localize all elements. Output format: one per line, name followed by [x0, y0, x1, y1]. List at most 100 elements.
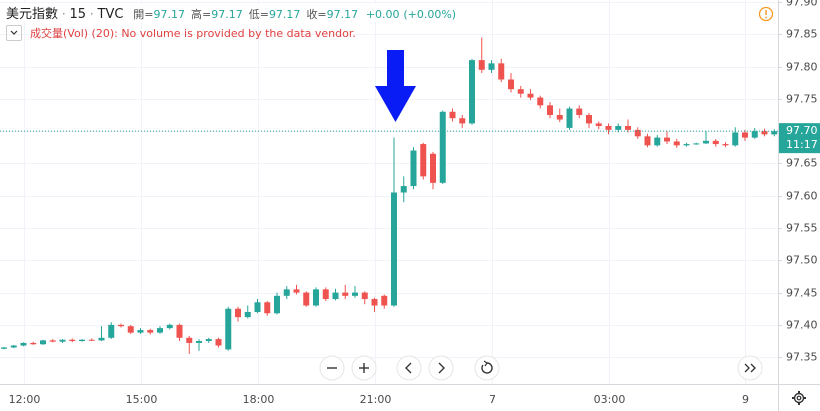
candle-body	[264, 302, 271, 314]
ohlc-label: 低=	[248, 8, 269, 21]
candle-body	[186, 337, 193, 343]
candle-body	[88, 339, 95, 341]
candle-body	[391, 192, 397, 306]
y-tick-label: 97.80	[786, 61, 818, 74]
volume-text: 成交量(Vol) (20): No volume is provided by …	[30, 27, 356, 40]
candle-body	[771, 131, 778, 135]
collapse-button[interactable]	[6, 25, 22, 41]
candles	[1, 37, 778, 354]
candle-body	[400, 186, 407, 193]
candle-body	[322, 289, 329, 300]
candle-body	[722, 144, 729, 146]
candle-body	[693, 143, 700, 145]
candle-body	[430, 153, 436, 183]
candle-body	[40, 340, 46, 345]
volume-legend: 成交量(Vol) (20): No volume is provided by …	[6, 25, 356, 41]
candle-body	[537, 97, 544, 106]
candle-body	[313, 289, 319, 306]
settings-button[interactable]	[792, 391, 806, 405]
candle-body	[586, 115, 592, 124]
ohlc-value: 97.17	[268, 8, 301, 21]
candle-body	[634, 129, 641, 137]
candle-body	[420, 144, 427, 177]
candle-body	[244, 311, 251, 318]
y-tick-label: 97.90	[786, 0, 818, 9]
ohlc-label: 開=	[133, 8, 154, 21]
candle-body	[235, 308, 241, 318]
candle-body	[79, 339, 85, 342]
candle-body	[517, 89, 524, 94]
candle-body	[303, 292, 310, 306]
candle-body	[332, 292, 339, 300]
candle-body	[196, 341, 202, 343]
candle-body	[293, 289, 300, 293]
scroll-right-button[interactable]	[428, 355, 454, 381]
candle-body	[439, 111, 446, 183]
candle-body	[342, 292, 349, 296]
candle-body	[673, 141, 680, 146]
candle-body	[751, 131, 758, 138]
candle-body	[547, 105, 553, 116]
candle-body	[20, 342, 27, 346]
y-tick-label: 97.55	[786, 222, 818, 235]
x-tick-label: 9	[742, 393, 749, 406]
ohlc-value: 97.17	[153, 8, 186, 21]
scroll-left-button[interactable]	[396, 355, 422, 381]
candle-body	[615, 125, 622, 130]
candle-body	[1, 347, 7, 349]
candle-body	[147, 330, 154, 333]
last-price-label: 97.70	[786, 124, 818, 137]
separator: ·	[89, 7, 94, 21]
y-tick-label: 97.50	[786, 254, 818, 267]
zoom-out-button[interactable]	[319, 355, 345, 381]
ohlc-value: 97.17	[211, 8, 243, 21]
x-tick-label: 7	[489, 393, 496, 406]
exchange: TVC	[97, 7, 124, 22]
scroll-to-end-button[interactable]	[737, 355, 763, 381]
warning-icon[interactable]	[758, 6, 774, 22]
candle-body	[703, 140, 709, 144]
symbol: 美元指數	[6, 7, 59, 22]
candle-body	[459, 118, 466, 124]
candle-body	[556, 115, 563, 120]
candle-body	[566, 108, 573, 128]
candle-body	[274, 295, 280, 314]
legend-header: 美元指數 · 15 · TVC 開=97.17 高=97.17 低=97.17 收=9…	[6, 3, 457, 22]
separator: ·	[61, 7, 66, 21]
ohlc-value: 97.17	[326, 8, 359, 21]
interval: 15	[69, 7, 87, 22]
x-tick-label: 03:00	[594, 393, 626, 406]
candle-body	[508, 79, 514, 90]
reset-button[interactable]	[474, 355, 500, 381]
grid	[0, 0, 778, 384]
candle-body	[157, 328, 163, 333]
candle-body	[118, 324, 124, 327]
y-tick-label: 97.60	[786, 190, 818, 203]
candle-body	[576, 108, 583, 116]
candle-body	[654, 137, 661, 146]
y-tick-label: 97.75	[786, 93, 818, 106]
zoom-in-button[interactable]	[351, 355, 377, 381]
candle-body	[98, 337, 105, 341]
y-tick-label: 97.85	[786, 28, 818, 41]
countdown-label: 11:17	[786, 138, 818, 151]
change-percent: (+0.00%)	[403, 8, 457, 21]
candle-body	[176, 324, 183, 338]
y-tick-label: 97.35	[786, 351, 818, 364]
last-price-tag	[779, 123, 820, 154]
candle-body	[371, 299, 378, 306]
candle-body	[215, 339, 222, 346]
candle-body	[410, 150, 417, 187]
candle-body	[108, 324, 115, 338]
candle-body	[478, 60, 485, 70]
candle-body	[488, 63, 495, 70]
x-tick-label: 21:00	[360, 393, 392, 406]
candle-body	[361, 292, 368, 300]
candle-body	[761, 131, 768, 135]
candle-body	[683, 144, 690, 146]
candle-body	[30, 342, 37, 345]
y-tick-label: 97.40	[786, 319, 818, 332]
